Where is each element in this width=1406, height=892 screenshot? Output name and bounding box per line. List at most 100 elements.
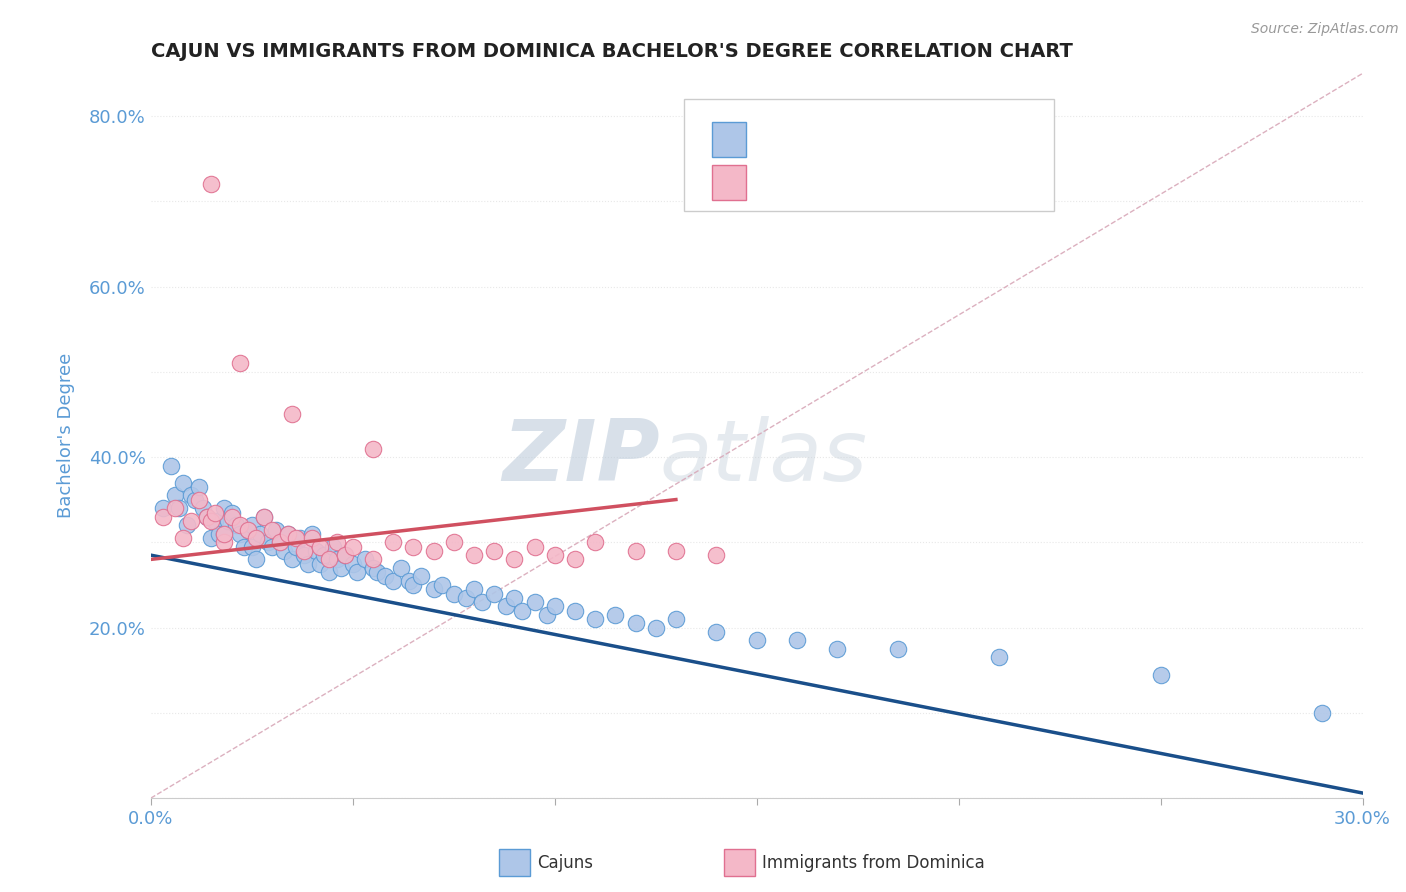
Point: [221, 509, 243, 524]
Point: [503, 552, 526, 566]
Point: [232, 540, 254, 554]
Point: [163, 488, 186, 502]
Point: [253, 509, 276, 524]
Point: [277, 526, 299, 541]
Point: [217, 514, 239, 528]
Point: [329, 561, 352, 575]
Point: [512, 603, 534, 617]
Point: [503, 591, 526, 605]
Point: [704, 548, 727, 562]
Point: [285, 540, 308, 554]
Point: [249, 526, 271, 541]
Point: [361, 552, 384, 566]
Point: [212, 526, 235, 541]
Point: [564, 603, 586, 617]
Point: [212, 526, 235, 541]
Text: ZIP: ZIP: [502, 416, 659, 499]
Point: [322, 540, 344, 554]
Text: CAJUN VS IMMIGRANTS FROM DOMINICA BACHELOR'S DEGREE CORRELATION CHART: CAJUN VS IMMIGRANTS FROM DOMINICA BACHEL…: [150, 42, 1073, 61]
Point: [277, 526, 299, 541]
Point: [260, 523, 283, 537]
Point: [264, 523, 287, 537]
Point: [624, 616, 647, 631]
Point: [228, 518, 250, 533]
Point: [228, 526, 250, 541]
Point: [583, 612, 606, 626]
Point: [208, 526, 231, 541]
Point: [536, 607, 558, 622]
Point: [482, 586, 505, 600]
Point: [163, 501, 186, 516]
Point: [269, 535, 291, 549]
Point: [887, 641, 910, 656]
Point: [172, 531, 194, 545]
Point: [292, 548, 315, 562]
Point: [260, 540, 283, 554]
Point: [236, 523, 259, 537]
Point: [180, 488, 202, 502]
Point: [314, 548, 336, 562]
Point: [398, 574, 420, 588]
Point: [402, 540, 425, 554]
Point: [988, 650, 1011, 665]
Point: [382, 574, 405, 588]
Point: [374, 569, 396, 583]
Point: [325, 535, 347, 549]
Point: [225, 518, 247, 533]
FancyBboxPatch shape: [711, 122, 745, 157]
Point: [184, 492, 207, 507]
Point: [544, 548, 567, 562]
Point: [471, 595, 494, 609]
Point: [240, 518, 263, 533]
Text: Source: ZipAtlas.com: Source: ZipAtlas.com: [1251, 22, 1399, 37]
Point: [200, 178, 222, 192]
Point: [245, 531, 267, 545]
Point: [180, 514, 202, 528]
Point: [273, 544, 295, 558]
Point: [333, 548, 356, 562]
Point: [495, 599, 517, 614]
Point: [605, 607, 627, 622]
FancyBboxPatch shape: [711, 165, 745, 200]
Point: [454, 591, 477, 605]
Point: [292, 544, 315, 558]
Point: [827, 641, 849, 656]
Text: atlas: atlas: [659, 416, 868, 499]
Text: R =  0.246   N = 45: R = 0.246 N = 45: [762, 171, 953, 190]
Point: [301, 531, 323, 545]
Point: [281, 408, 304, 422]
Point: [167, 501, 190, 516]
Point: [269, 535, 291, 549]
Point: [325, 552, 347, 566]
Point: [523, 540, 546, 554]
Point: [1149, 667, 1171, 681]
Point: [333, 548, 356, 562]
Point: [228, 356, 250, 370]
Point: [176, 518, 198, 533]
Point: [188, 492, 211, 507]
Point: [200, 531, 222, 545]
Point: [463, 548, 485, 562]
Point: [212, 535, 235, 549]
Point: [297, 557, 319, 571]
Point: [745, 633, 768, 648]
FancyBboxPatch shape: [683, 99, 1053, 211]
Text: R = -0.465   N = 85: R = -0.465 N = 85: [762, 128, 953, 146]
Point: [342, 540, 364, 554]
Point: [583, 535, 606, 549]
Point: [1310, 706, 1333, 720]
Point: [309, 540, 332, 554]
Point: [281, 552, 304, 566]
Point: [544, 599, 567, 614]
Point: [389, 561, 412, 575]
Point: [402, 578, 425, 592]
Point: [644, 621, 666, 635]
Point: [301, 526, 323, 541]
Point: [422, 582, 444, 597]
Point: [160, 458, 183, 473]
Point: [786, 633, 808, 648]
Point: [443, 535, 465, 549]
Point: [257, 535, 280, 549]
Point: [204, 506, 226, 520]
Point: [200, 514, 222, 528]
